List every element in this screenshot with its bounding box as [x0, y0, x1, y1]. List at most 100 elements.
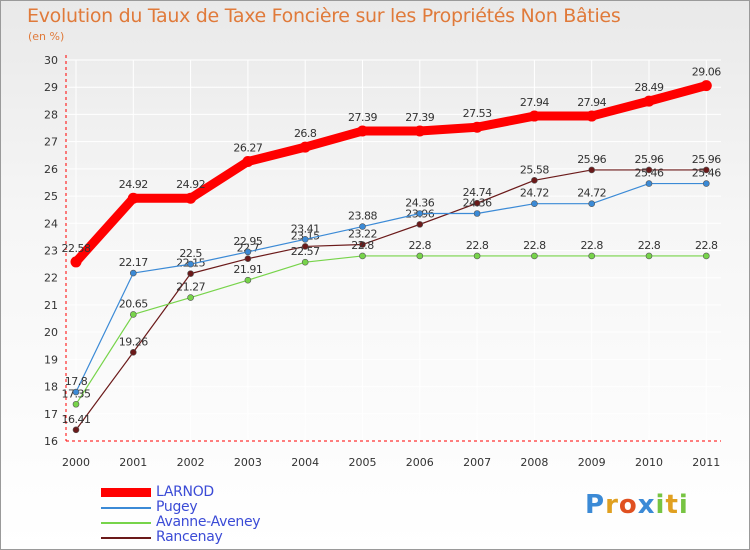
data-label: 22.5: [179, 247, 202, 260]
data-label: 29.06: [692, 66, 721, 79]
x-tick-label: 2005: [349, 456, 377, 469]
data-point: [130, 269, 137, 277]
data-label: 22.8: [351, 239, 374, 252]
data-label: 21.27: [176, 281, 205, 294]
data-label: 24.92: [119, 178, 148, 191]
data-point: [187, 270, 194, 277]
logo-letter: r: [605, 490, 619, 520]
data-label: 25.46: [635, 167, 664, 180]
data-label: 25.58: [520, 163, 549, 176]
y-tick-label: 27: [44, 136, 58, 149]
data-point: [242, 156, 254, 168]
data-point: [359, 241, 366, 248]
data-point: [70, 256, 82, 268]
series-line: [75, 255, 707, 405]
y-tick-label: 18: [44, 381, 58, 394]
data-point: [301, 243, 309, 250]
x-tick-label: 2007: [463, 456, 491, 469]
data-point: [416, 252, 424, 260]
data-point: [187, 260, 194, 268]
y-tick-label: 30: [44, 54, 58, 67]
data-point: [357, 125, 368, 137]
data-label: 27.94: [520, 96, 549, 109]
data-label: 25.46: [692, 167, 721, 180]
data-label: 24.74: [463, 186, 492, 199]
y-tick-label: 25: [44, 190, 58, 203]
x-tick-label: 2011: [692, 456, 720, 469]
x-tick-label: 2002: [177, 456, 205, 469]
data-label: 26.8: [294, 127, 317, 140]
data-point: [702, 252, 710, 260]
y-tick-label: 28: [44, 108, 58, 121]
data-point: [359, 223, 366, 230]
data-point: [127, 192, 139, 204]
data-label: 22.8: [695, 239, 718, 252]
x-tick-label: 2004: [291, 456, 319, 469]
logo-letter: x: [637, 490, 656, 520]
data-label: 25.96: [635, 153, 664, 166]
y-tick-label: 21: [44, 299, 58, 312]
y-tick-label: 26: [44, 163, 58, 176]
data-label: 16.41: [62, 413, 91, 426]
logo-letter: o: [618, 490, 638, 520]
data-point: [416, 221, 424, 228]
series-larnod: 22.58 24.92 24.92 26.27 26.8 27.39 27.39 27.53 2…: [62, 66, 722, 268]
data-point: [244, 255, 252, 262]
y-tick-label: 24: [44, 217, 58, 230]
data-point: [531, 176, 538, 184]
data-label: 27.39: [348, 111, 377, 124]
logo-letter: i: [655, 490, 666, 520]
series-line: [75, 182, 707, 393]
data-label: 25.96: [692, 153, 721, 166]
x-tick-label: 2010: [635, 456, 663, 469]
data-label: 27.39: [405, 111, 434, 124]
data-label: 22.8: [409, 239, 432, 252]
data-label: 22.58: [62, 242, 91, 255]
data-point: [72, 426, 80, 434]
data-label: 22.8: [466, 239, 489, 252]
data-point: [301, 236, 309, 243]
data-label: 22.17: [119, 256, 148, 269]
series-line: [75, 169, 707, 431]
legend-swatch-pugey: [101, 507, 151, 509]
data-point: [588, 252, 596, 260]
data-point: [414, 125, 426, 137]
x-tick-label: 2008: [520, 456, 548, 469]
data-label: 22.8: [523, 239, 546, 252]
y-tick-label: 22: [44, 272, 58, 285]
data-label: 19.26: [119, 335, 148, 348]
data-label: 23.41: [291, 222, 320, 235]
data-label: 25.96: [577, 153, 606, 166]
y-tick-label: 29: [44, 81, 58, 94]
chart-title: Evolution du Taux de Taxe Foncière sur l…: [27, 5, 621, 27]
data-point: [130, 311, 137, 318]
data-label: 22.95: [233, 235, 262, 248]
x-tick-label: 2001: [119, 456, 147, 469]
proxiti-logo: Proxiti: [585, 490, 689, 520]
data-label: 28.49: [635, 81, 664, 94]
data-point: [471, 121, 483, 133]
data-label: 24.92: [176, 178, 205, 191]
x-tick-label: 2009: [578, 456, 606, 469]
legend-label-larnod: LARNOD: [156, 484, 214, 500]
logo-letter: i: [678, 490, 689, 520]
legend-label-pugey: Pugey: [156, 499, 198, 515]
y-tick-label: 16: [44, 435, 58, 448]
y-tick-label: 19: [44, 353, 58, 366]
data-label: 22.8: [580, 239, 603, 252]
data-point: [301, 258, 309, 266]
series-avanne-aveney: 17.3520.6521.2721.9122.5722.822.822.822.…: [62, 239, 719, 408]
data-point: [187, 294, 194, 301]
data-label: 23.22: [348, 228, 377, 241]
data-point: [531, 252, 538, 260]
data-point: [588, 166, 596, 174]
data-label: 17.8: [65, 375, 88, 388]
data-point: [416, 210, 424, 217]
legend-swatch-rancenay: [101, 537, 151, 539]
legend-swatch-larnod: [101, 488, 151, 497]
series-line: [72, 81, 708, 265]
data-label: 22.8: [638, 239, 661, 252]
